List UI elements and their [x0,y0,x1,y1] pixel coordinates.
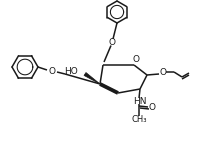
Text: HN: HN [133,97,147,105]
Text: O: O [108,38,115,47]
Text: O: O [49,67,55,77]
Text: O: O [159,68,166,77]
Text: HO: HO [64,66,78,76]
Polygon shape [84,73,100,84]
Text: CH₃: CH₃ [131,115,147,123]
Text: O: O [149,102,156,112]
Text: O: O [133,55,139,65]
